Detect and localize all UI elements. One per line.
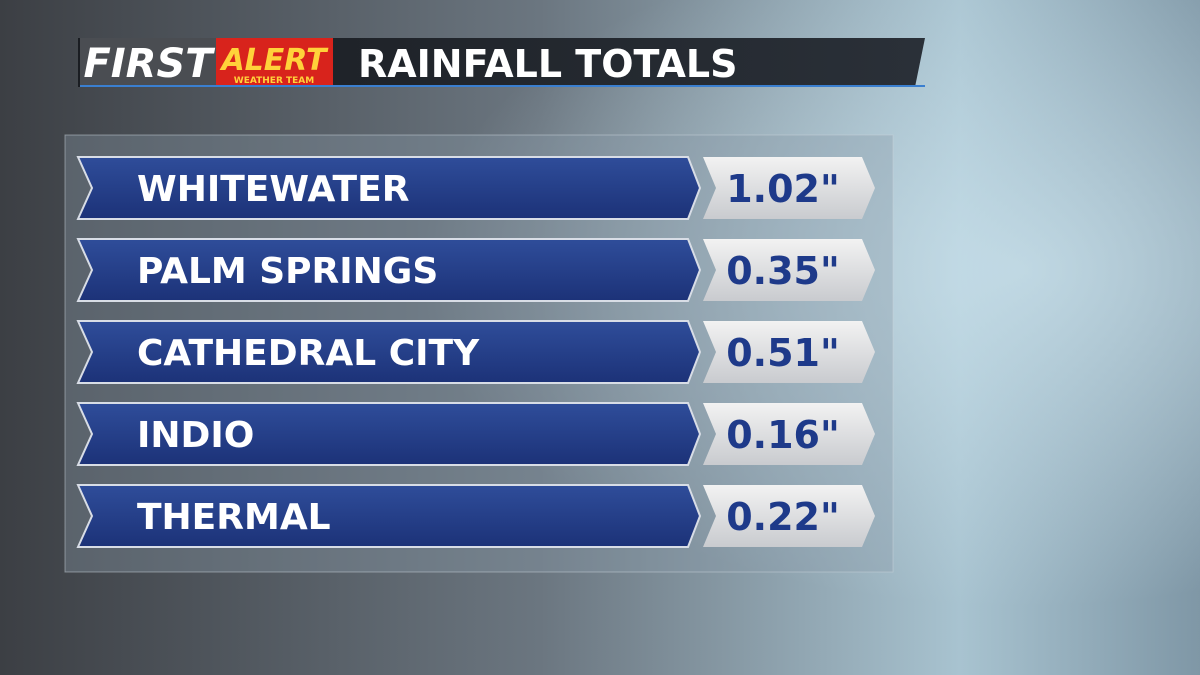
location-label: THERMAL [137,497,331,538]
location-label: INDIO [137,415,254,456]
logo-team: WEATHER TEAM [234,76,314,86]
rainfall-total: 1.02" [726,167,840,211]
location-label: PALM SPRINGS [137,251,438,292]
rainfall-total: 0.35" [726,249,840,293]
logo-alert: ALERT [219,43,329,78]
value-box [703,403,875,465]
value-box [703,321,875,383]
rainfall-total: 0.22" [726,495,840,539]
rainfall-total: 0.51" [726,331,840,375]
rainfall-total: 0.16" [726,413,840,457]
logo-alert-box [216,38,333,87]
value-box [703,239,875,301]
logo-first-box [80,38,216,87]
value-box [703,485,875,547]
title: RAINFALL TOTALS [358,42,737,86]
location-bar [76,238,702,302]
location-label: CATHEDRAL CITY [137,333,480,374]
location-label: WHITEWATER [137,169,409,210]
location-bar [76,402,702,466]
value-box [703,157,875,219]
logo-first: FIRST [83,41,215,87]
location-bar [76,156,702,220]
location-bar [76,320,702,384]
location-bar [76,484,702,548]
rows: WHITEWATER 1.02" PALM SPRINGS 0.35" CATHEDRA… [76,156,875,548]
